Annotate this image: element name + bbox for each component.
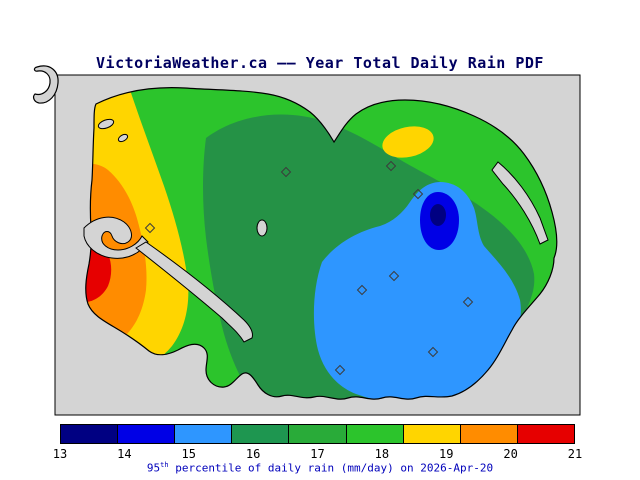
contour-band-19-northeast [382,126,434,158]
station-marker [144,222,156,234]
contour-band-15 [313,182,521,400]
station-marker [388,270,400,282]
colorbar-segment-13 [61,425,119,443]
caption-prefix: 95 [146,461,161,475]
colorbar-label: 13 [52,447,68,461]
caption-rest: percentile of daily rain (mm/day) on 202… [168,461,494,475]
colorbar-label: 19 [439,447,454,461]
corner-coastline-fragment [33,65,59,104]
colorbar-segment-18 [346,425,404,443]
station-marker [427,346,439,358]
page-title: VictoriaWeather.ca –– Year Total Daily R… [96,54,544,72]
caption-superscript: th [160,461,169,469]
colorbar-labels: 13 14 15 16 17 18 19 20 21 [53,447,582,461]
station-marker [334,364,346,376]
station-marker [280,166,292,178]
colorbar-label: 15 [181,447,196,461]
diagonal-channel [135,241,253,343]
harbour-inlet [83,216,149,259]
station-marker [356,284,368,296]
station-markers [144,160,474,376]
colorbar [60,424,575,444]
small-lake [256,219,268,237]
colorbar-label: 20 [503,447,518,461]
colorbar-segment-19 [403,425,461,443]
coastline [85,87,558,400]
colorbar-label: 21 [567,447,583,461]
station-marker [385,160,397,172]
colorbar-label: 18 [374,447,390,461]
colorbar-segment-20 [460,425,518,443]
colorbar-segment-15 [175,425,233,443]
caption: 95th percentile of daily rain (mm/day) o… [0,461,640,475]
colorbar-segment-17 [289,425,347,443]
station-marker [462,296,474,308]
colorbar-label: 14 [117,447,132,461]
contour-band-13 [430,204,446,226]
island [117,133,129,143]
station-marker [412,188,424,200]
northeast-channel [491,161,549,245]
island [97,118,115,130]
colorbar-segment-21 [517,425,574,443]
colorbar-label: 17 [310,447,325,461]
colorbar-label: 16 [245,447,261,461]
colorbar-segment-14 [118,425,176,443]
colorbar-segment-16 [232,425,290,443]
